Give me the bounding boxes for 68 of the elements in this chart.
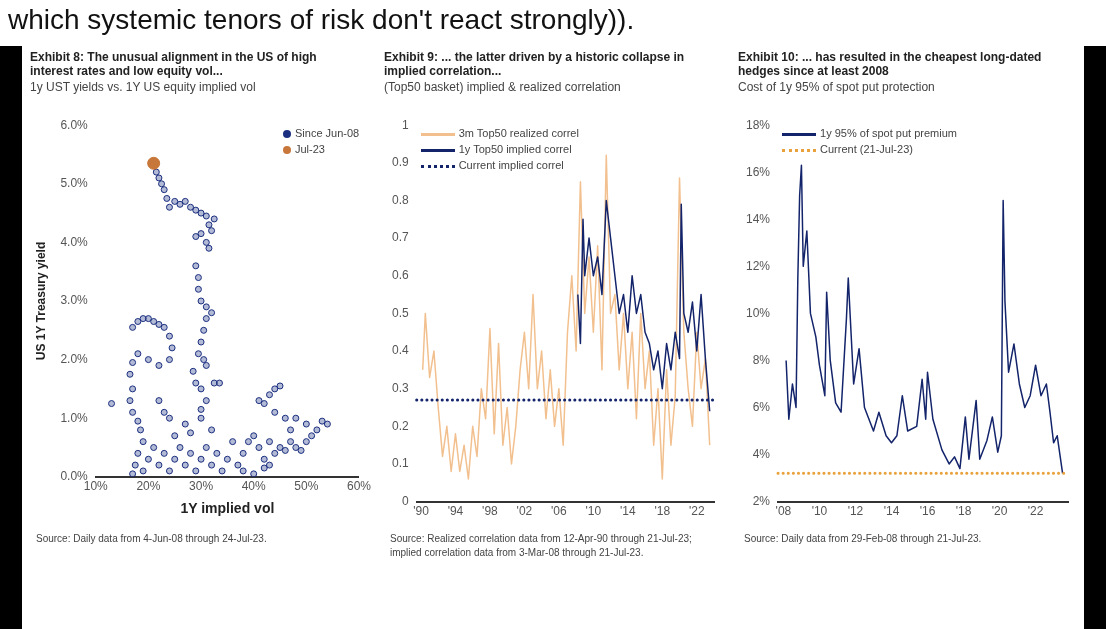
x-tick-label: '90 bbox=[413, 504, 430, 519]
y-tick-label: 16% bbox=[745, 164, 771, 179]
chart-title: Exhibit 9: ... the latter driven by a historic collapse in implied correlation... bbox=[384, 49, 685, 78]
source-note: Source: Daily data from 29-Feb-08 through 21-Jul-23. bbox=[744, 532, 983, 546]
x-tick-label: '16 bbox=[919, 504, 936, 519]
y-tick-label: 10% bbox=[745, 305, 771, 320]
legend-label: Current (21-Jul-23) bbox=[820, 143, 913, 156]
chart-title: Exhibit 10: ... has resulted in the cheapest long-dated hedges since at least 2008 bbox=[738, 49, 1042, 78]
legend-label: Jul-23 bbox=[294, 143, 325, 156]
text: which systemic tenors of risk don't react strongly)). bbox=[8, 3, 636, 37]
chart-subtitle: 1y UST yields vs. 1Y US equity implied vol bbox=[30, 80, 256, 95]
y-axis-title: US 1Y Treasury yield bbox=[33, 241, 48, 361]
x-axis-title: 1Y implied vol bbox=[180, 500, 275, 517]
x-tick-label: '10 bbox=[811, 504, 828, 519]
x-tick-label: '18 bbox=[955, 504, 972, 519]
legend-label: 1y 95% of spot put premium bbox=[820, 127, 957, 140]
y-tick-label: 2% bbox=[752, 493, 771, 508]
y-tick-label: 14% bbox=[745, 211, 771, 226]
x-tick-label: 20% bbox=[136, 479, 161, 494]
y-tick-label: 6.0% bbox=[60, 117, 89, 132]
x-tick-label: '14 bbox=[883, 504, 900, 519]
y-tick-label: 0.4 bbox=[391, 343, 409, 358]
x-tick-label: '18 bbox=[654, 504, 671, 519]
x-tick-label: '08 bbox=[775, 504, 792, 519]
x-tick-label: '94 bbox=[447, 504, 464, 519]
chart-title: Exhibit 8: The unusual alignment in the US of high interest rates and low equity vol... bbox=[30, 49, 317, 78]
y-tick-label: 2.0% bbox=[60, 351, 89, 366]
x-tick-label: '22 bbox=[1027, 504, 1044, 519]
y-tick-label: 4.0% bbox=[60, 234, 89, 249]
y-tick-label: 0.7 bbox=[391, 230, 409, 245]
y-tick-label: 12% bbox=[745, 258, 771, 273]
y-tick-label: 18% bbox=[745, 117, 771, 132]
y-tick-label: 6% bbox=[752, 399, 771, 414]
legend-label: 3m Top50 realized correl bbox=[458, 127, 579, 140]
y-tick-label: 0.2 bbox=[391, 418, 409, 433]
chart-subtitle: Cost of 1y 95% of spot put protection bbox=[738, 80, 935, 95]
y-tick-label: 0 bbox=[401, 493, 409, 508]
y-tick-label: 4% bbox=[752, 446, 771, 461]
source-note: Source: Realized correlation data from 12-Apr-90 through 21-Jul-23; implied correlation data from 3-Mar-08 through 21-Jul-23. bbox=[390, 532, 693, 560]
source-note: Source: Daily data from 4-Jun-08 through 24-Jul-23. bbox=[36, 532, 268, 546]
legend-label: Since Jun-08 bbox=[294, 127, 360, 140]
x-tick-label: 60% bbox=[346, 479, 372, 494]
x-tick-label: '98 bbox=[482, 504, 499, 519]
x-tick-label: '06 bbox=[551, 504, 568, 519]
x-tick-label: 10% bbox=[83, 479, 109, 494]
y-tick-label: 8% bbox=[752, 352, 771, 367]
x-tick-label: 40% bbox=[241, 479, 267, 494]
legend-label: 1y Top50 implied correl bbox=[458, 143, 572, 156]
y-tick-label: 0.8 bbox=[391, 192, 409, 207]
x-tick-label: '14 bbox=[620, 504, 636, 519]
y-tick-label: 0.1 bbox=[391, 456, 409, 471]
y-tick-label: 0.6 bbox=[391, 268, 409, 283]
y-tick-label: 0.3 bbox=[391, 380, 409, 395]
x-tick-label: '02 bbox=[516, 504, 533, 519]
y-tick-label: 1.0% bbox=[60, 410, 89, 425]
y-tick-label: 1 bbox=[401, 117, 409, 132]
x-tick-label: '10 bbox=[585, 504, 602, 519]
x-tick-label: '20 bbox=[991, 504, 1008, 519]
x-tick-label: '12 bbox=[847, 504, 864, 519]
legend-label: Current implied correl bbox=[458, 159, 564, 172]
x-tick-label: '22 bbox=[688, 504, 705, 519]
x-tick-label: 30% bbox=[189, 479, 214, 494]
y-tick-label: 0.9 bbox=[391, 155, 409, 170]
y-tick-label: 0.5 bbox=[391, 305, 409, 320]
y-tick-label: 3.0% bbox=[60, 293, 89, 308]
x-tick-label: 50% bbox=[294, 479, 319, 494]
y-tick-label: 5.0% bbox=[60, 176, 89, 191]
chart-subtitle: (Top50 basket) implied & realized correlation bbox=[384, 80, 621, 95]
